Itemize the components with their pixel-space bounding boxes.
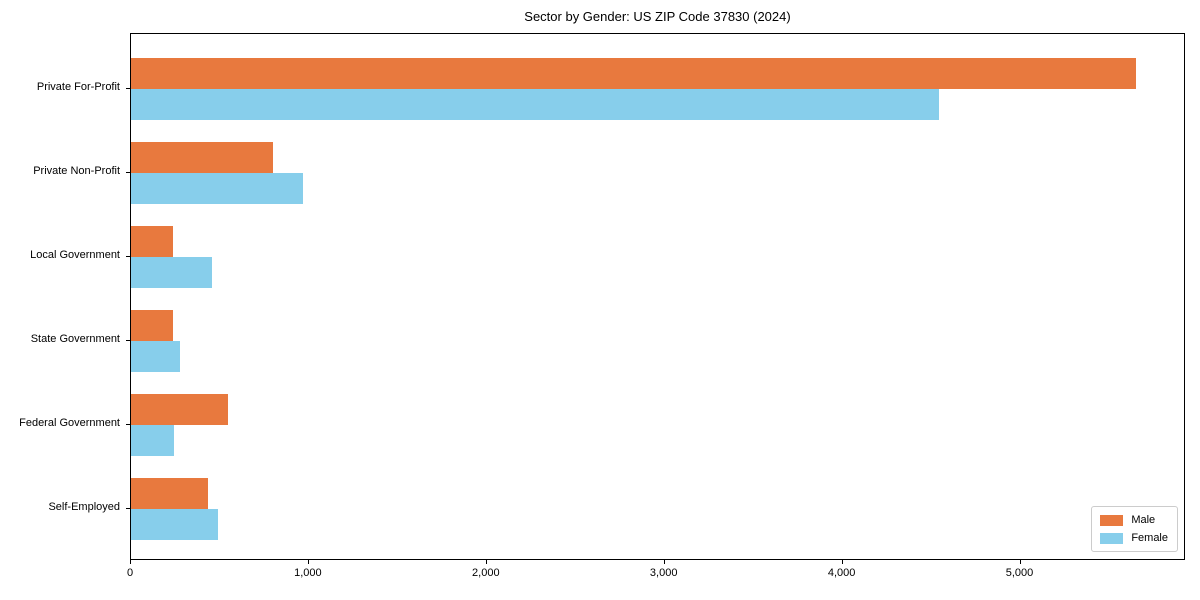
y-tick-label-self-employed: Self-Employed	[48, 501, 120, 513]
legend-entry-male: Male	[1100, 514, 1168, 526]
bar-male-private-non-profit	[131, 142, 274, 173]
legend-label-male: Male	[1131, 514, 1156, 526]
x-tick-1-000	[307, 560, 310, 564]
legend-label-female: Female	[1131, 532, 1168, 544]
y-tick-state-government	[126, 340, 130, 342]
bar-female-private-non-profit	[131, 173, 303, 204]
y-tick-label-private-for-profit: Private For-Profit	[36, 81, 120, 93]
x-tick-3-000	[663, 560, 665, 564]
legend: Male Female	[1091, 506, 1178, 552]
x-tick-5-000	[1019, 560, 1021, 564]
bar-female-self-employed	[131, 509, 219, 540]
y-tick-private-non-profit	[126, 172, 130, 174]
y-tick-label-private-non-profit: Private Non-Profit	[33, 165, 120, 177]
chart-title: Sector by Gender: US ZIP Code 37830 (202…	[524, 9, 791, 24]
legend-entry-female: Female	[1100, 532, 1168, 544]
bar-male-local-government	[131, 226, 173, 257]
bar-male-private-for-profit	[131, 58, 1137, 89]
x-tick-0	[130, 560, 132, 564]
y-tick-federal-government	[126, 424, 130, 426]
x-tick-label-3-000: 3,000	[649, 567, 678, 579]
y-tick-private-for-profit	[126, 88, 130, 90]
x-tick-label-0: 0	[126, 567, 134, 579]
y-tick-label-federal-government: Federal Government	[19, 417, 120, 429]
bar-male-state-government	[131, 310, 173, 341]
x-tick-label-1-000: 1,000	[294, 567, 322, 579]
y-tick-self-employed	[126, 508, 130, 510]
legend-swatch-female	[1100, 532, 1124, 544]
y-tick-local-government	[126, 256, 130, 258]
x-tick-2-000	[485, 560, 487, 564]
x-tick-label-5-000: 5,000	[1005, 567, 1034, 579]
plot-area: Male Female	[130, 33, 1185, 560]
bar-female-local-government	[131, 257, 212, 288]
bar-female-private-for-profit	[131, 89, 939, 120]
bar-female-federal-government	[131, 425, 174, 456]
bar-male-self-employed	[131, 478, 209, 509]
x-tick-4-000	[841, 560, 843, 564]
y-tick-label-state-government: State Government	[30, 333, 120, 345]
legend-swatch-male	[1100, 514, 1124, 526]
bar-female-state-government	[131, 341, 180, 372]
bar-male-federal-government	[131, 394, 228, 425]
x-tick-label-2-000: 2,000	[472, 567, 500, 579]
x-tick-label-4-000: 4,000	[827, 567, 856, 579]
y-tick-label-local-government: Local Government	[30, 249, 120, 261]
